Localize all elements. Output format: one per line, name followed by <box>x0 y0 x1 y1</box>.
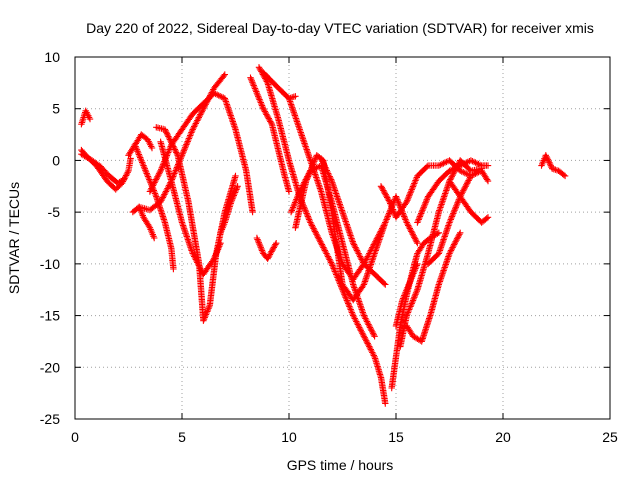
series-marks <box>136 203 158 242</box>
series-11 <box>247 74 293 195</box>
series-marks <box>446 177 492 226</box>
series-marks <box>157 138 224 278</box>
series-14 <box>260 69 299 102</box>
series-marks <box>253 234 280 262</box>
y-tick-label: -15 <box>40 308 60 324</box>
series-12 <box>253 234 280 262</box>
x-tick-label: 15 <box>388 429 404 445</box>
series-marks <box>255 64 389 407</box>
y-tick-label: -10 <box>40 256 60 272</box>
series-21 <box>392 260 421 330</box>
series-1 <box>78 107 94 128</box>
grid <box>75 57 610 419</box>
series-marks <box>538 152 569 180</box>
x-tick-label: 0 <box>71 429 79 445</box>
y-tick-label: -25 <box>40 411 60 427</box>
series-17 <box>285 95 389 283</box>
data-points <box>78 64 569 407</box>
series-18 <box>317 155 389 288</box>
series-2 <box>78 151 128 187</box>
series-9 <box>157 138 224 278</box>
series-marks <box>285 95 389 283</box>
x-axis-label: GPS time / hours <box>287 457 394 473</box>
series-25 <box>424 167 492 268</box>
series-marks <box>78 151 128 187</box>
series-marks <box>424 167 492 268</box>
series-marks <box>414 157 492 226</box>
y-tick-label: 5 <box>52 101 60 117</box>
series-marks <box>247 74 293 195</box>
series-24 <box>414 157 492 226</box>
series-marks <box>377 157 475 221</box>
series-26 <box>446 177 492 226</box>
chart-title: Day 220 of 2022, Sidereal Day-to-day VTE… <box>86 20 594 36</box>
y-tick-label: 10 <box>44 49 60 65</box>
series-10 <box>217 183 241 236</box>
x-tick-label: 5 <box>178 429 186 445</box>
x-tick-label: 20 <box>495 429 511 445</box>
series-27 <box>538 152 569 180</box>
series-19 <box>377 157 475 221</box>
series-marks <box>260 69 299 102</box>
series-marks <box>78 107 94 128</box>
series-marks <box>217 183 241 236</box>
series-marks <box>317 155 389 288</box>
y-tick-label: -20 <box>40 359 60 375</box>
y-tick-label: -5 <box>48 204 61 220</box>
plot-frame <box>74 56 611 420</box>
series-23 <box>403 229 464 345</box>
series-marks <box>392 260 421 330</box>
series-13 <box>255 64 389 407</box>
y-tick-label: 0 <box>52 152 60 168</box>
series-6 <box>136 203 158 242</box>
x-tick-label: 10 <box>281 429 297 445</box>
y-axis-label: SDTVAR / TECUs <box>6 182 22 294</box>
series-marks <box>403 229 464 345</box>
x-tick-label: 25 <box>602 429 618 445</box>
